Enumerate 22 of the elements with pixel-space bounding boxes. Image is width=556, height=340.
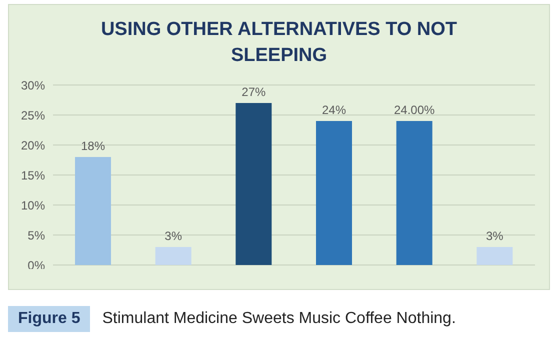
bar (75, 157, 111, 265)
y-tick-label: 20% (20, 138, 46, 152)
y-tick-label: 5% (28, 228, 46, 242)
y-tick-label: 15% (20, 168, 46, 182)
data-label: 3% (164, 229, 182, 243)
bar (476, 247, 513, 265)
data-label: 24% (322, 103, 346, 117)
bar (396, 121, 432, 265)
bar (155, 247, 192, 265)
data-label: 3% (486, 229, 504, 243)
bar (316, 121, 352, 265)
y-tick-label: 0% (28, 258, 46, 272)
text: Stimulant Medicine Sweets Music Coffee Nothing. (102, 310, 456, 328)
data-label: 18% (80, 139, 106, 153)
caption: Figure 5 (8, 306, 90, 332)
data-label: 24.00% (394, 103, 436, 117)
data-label: 27% (242, 85, 266, 99)
bar (236, 103, 272, 265)
y-tick-label: 30% (20, 78, 46, 92)
y-tick-label: 10% (20, 198, 46, 212)
y-tick-label: 25% (20, 108, 46, 122)
chart-title: USING OTHER ALTERNATIVES TO NOT SLEEPING (100, 18, 458, 68)
